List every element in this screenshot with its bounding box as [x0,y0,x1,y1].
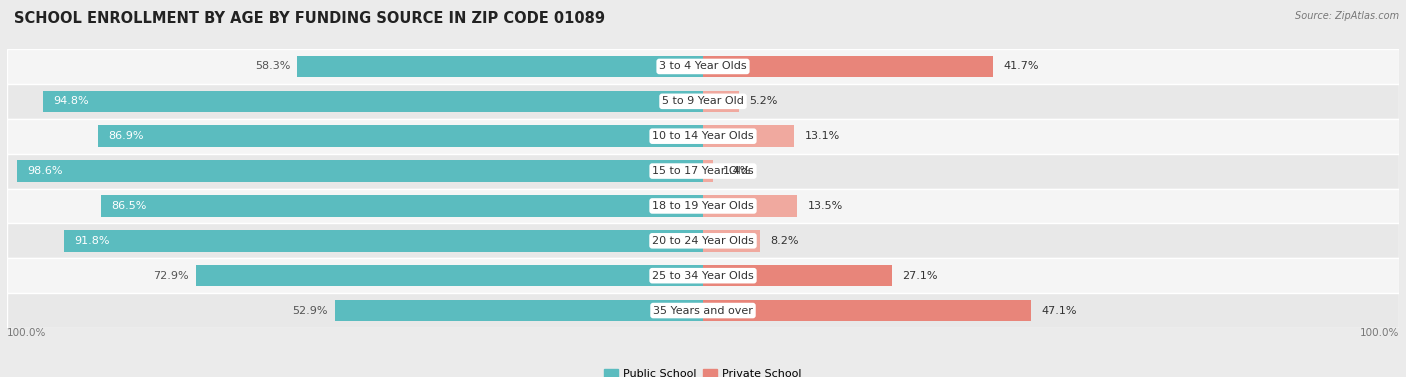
Bar [703,160,713,182]
Bar [7,293,1399,328]
Text: 13.1%: 13.1% [804,131,839,141]
Text: 5 to 9 Year Old: 5 to 9 Year Old [662,96,744,106]
Bar [7,188,1399,223]
Text: 100.0%: 100.0% [1360,328,1399,338]
Bar [7,84,1399,119]
Bar [7,223,1399,258]
Bar [98,126,703,147]
Text: SCHOOL ENROLLMENT BY AGE BY FUNDING SOURCE IN ZIP CODE 01089: SCHOOL ENROLLMENT BY AGE BY FUNDING SOUR… [14,11,605,26]
Bar [703,195,797,217]
Text: 72.9%: 72.9% [153,271,188,281]
Text: 5.2%: 5.2% [749,96,778,106]
Bar [703,300,1031,321]
Text: 25 to 34 Year Olds: 25 to 34 Year Olds [652,271,754,281]
Text: 10 to 14 Year Olds: 10 to 14 Year Olds [652,131,754,141]
Text: 98.6%: 98.6% [27,166,63,176]
Bar [297,56,703,77]
Bar [703,56,993,77]
Bar [7,154,1399,188]
Text: 86.9%: 86.9% [108,131,145,141]
Bar [7,119,1399,154]
Text: 52.9%: 52.9% [292,305,328,316]
Text: 8.2%: 8.2% [770,236,799,246]
Bar [335,300,703,321]
Bar [17,160,703,182]
Text: 3 to 4 Year Olds: 3 to 4 Year Olds [659,61,747,72]
Text: 58.3%: 58.3% [254,61,290,72]
Bar [703,90,740,112]
Text: 86.5%: 86.5% [111,201,146,211]
Bar [195,265,703,287]
Bar [703,265,891,287]
Bar [703,126,794,147]
Text: 41.7%: 41.7% [1004,61,1039,72]
Text: 27.1%: 27.1% [903,271,938,281]
Text: 100.0%: 100.0% [7,328,46,338]
Bar [44,90,703,112]
Text: 47.1%: 47.1% [1042,305,1077,316]
Bar [101,195,703,217]
Text: 20 to 24 Year Olds: 20 to 24 Year Olds [652,236,754,246]
Bar [7,258,1399,293]
Bar [703,230,761,251]
Text: 91.8%: 91.8% [75,236,110,246]
Bar [7,49,1399,84]
Bar [65,230,703,251]
Text: Source: ZipAtlas.com: Source: ZipAtlas.com [1295,11,1399,21]
Text: 13.5%: 13.5% [807,201,842,211]
Text: 1.4%: 1.4% [723,166,752,176]
Text: 35 Years and over: 35 Years and over [652,305,754,316]
Text: 94.8%: 94.8% [53,96,90,106]
Text: 15 to 17 Year Olds: 15 to 17 Year Olds [652,166,754,176]
Legend: Public School, Private School: Public School, Private School [600,365,806,377]
Text: 18 to 19 Year Olds: 18 to 19 Year Olds [652,201,754,211]
